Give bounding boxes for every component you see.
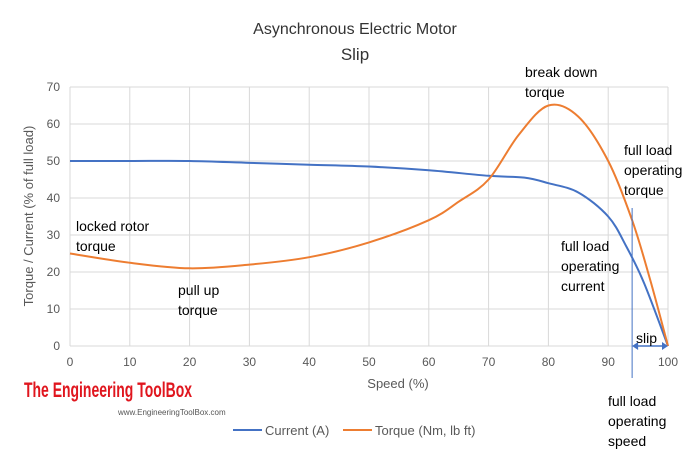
x-tick-label: 40 [303, 355, 317, 369]
y-tick-label: 40 [47, 191, 61, 205]
legend-torque-label: Torque (Nm, lb ft) [375, 423, 475, 438]
x-tick-label: 100 [658, 355, 678, 369]
chart-title: Asynchronous Electric Motor [253, 21, 457, 38]
x-tick-label: 30 [243, 355, 257, 369]
annotation-break-down-torque: torque [525, 84, 565, 100]
x-tick-label: 80 [542, 355, 556, 369]
annotation-full-load-speed: speed [608, 433, 646, 449]
x-axis-label: Speed (%) [367, 376, 428, 391]
annotation-full-load-torque: full load [624, 142, 672, 158]
annotation-locked-rotor-torque: locked rotor [76, 218, 149, 234]
annotation-slip: slip [636, 330, 657, 346]
x-tick-label: 0 [67, 355, 74, 369]
y-tick-label: 60 [47, 117, 61, 131]
current-line [70, 159, 669, 347]
x-tick-label: 70 [482, 355, 496, 369]
annotation-locked-rotor-torque: torque [76, 238, 116, 254]
brand-logo: The Engineering ToolBox [24, 379, 192, 402]
slip-arrow-head-left [632, 342, 639, 350]
slip-arrow-head-right [662, 342, 668, 350]
x-tick-label: 50 [362, 355, 376, 369]
annotation-full-load-torque: torque [624, 182, 664, 198]
annotation-full-load-current: current [561, 278, 605, 294]
annotation-full-load-current: full load [561, 238, 609, 254]
annotation-break-down-torque: break down [525, 64, 597, 80]
y-tick-label: 0 [53, 339, 60, 353]
annotation-full-load-speed: operating [608, 413, 666, 429]
annotation-full-load-torque: operating [624, 162, 682, 178]
annotation-full-load-current: operating [561, 258, 619, 274]
brand-url: www.EngineeringToolBox.com [117, 408, 226, 417]
annotation-pull-up-torque: torque [178, 302, 218, 318]
x-tick-label: 20 [183, 355, 197, 369]
y-tick-label: 20 [47, 265, 61, 279]
annotation-pull-up-torque: pull up [178, 282, 219, 298]
annotation-full-load-speed: full load [608, 393, 656, 409]
x-tick-label: 90 [602, 355, 616, 369]
y-tick-label: 30 [47, 228, 61, 242]
y-tick-label: 10 [47, 302, 61, 316]
y-tick-label: 50 [47, 154, 61, 168]
chart-subtitle: Slip [341, 45, 369, 64]
torque-line [69, 103, 669, 347]
y-tick-label: 70 [47, 80, 61, 94]
y-axis-label: Torque / Current (% of full load) [21, 126, 36, 307]
legend-current-label: Current (A) [265, 423, 329, 438]
x-tick-label: 60 [422, 355, 436, 369]
x-tick-label: 10 [123, 355, 137, 369]
